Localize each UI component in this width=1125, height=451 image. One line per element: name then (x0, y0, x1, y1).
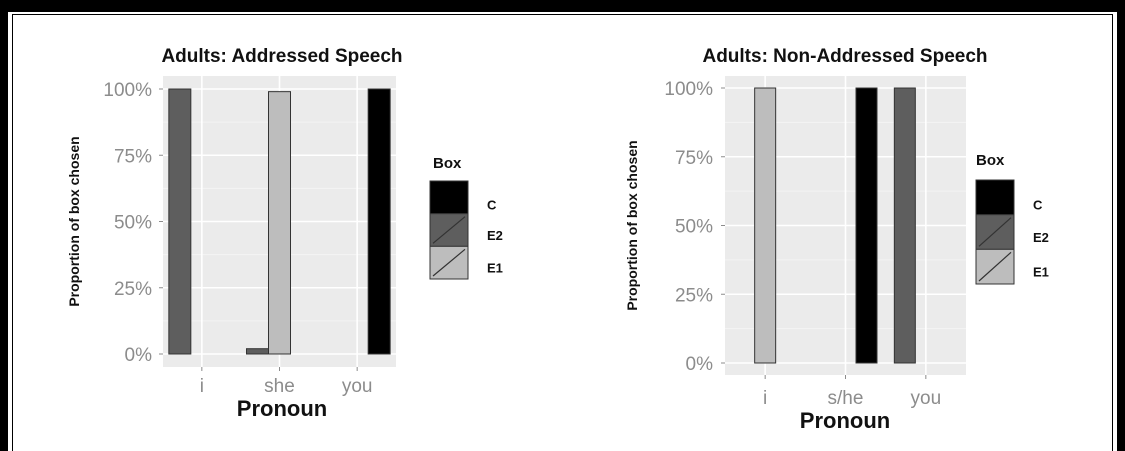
bar-c-2 (855, 87, 878, 364)
x-tick-label: she (264, 376, 295, 397)
x-tick-label: you (911, 388, 942, 409)
bar-e2-1 (168, 88, 192, 355)
legend-key-slash (978, 217, 1012, 247)
y-tick-label: 50% (114, 213, 152, 234)
y-tick-label: 75% (675, 148, 713, 169)
x-axis-label: Pronoun (237, 396, 327, 421)
y-tick-label: 100% (664, 79, 713, 100)
y-tick-label: 100% (103, 80, 152, 101)
y-tick-label: 75% (114, 146, 152, 167)
chart-title: Adults: Addressed Speech (161, 46, 402, 67)
legend-label-e1: E1 (487, 261, 503, 276)
legend-key-c (429, 180, 469, 215)
bar-e2-2 (246, 348, 269, 355)
legend-title: Box (433, 155, 462, 172)
figure-inner-border (12, 14, 1113, 451)
y-tick-label: 50% (675, 217, 713, 238)
legend-key-slash (432, 248, 466, 277)
x-tick-label: i (763, 388, 767, 409)
legend-title: Box (976, 152, 1005, 169)
legend-key-c (975, 179, 1015, 216)
legend-label-e1: E1 (1033, 265, 1049, 280)
y-axis-label: Proportion of box chosen (66, 136, 82, 306)
bar-e2-3 (893, 87, 916, 364)
bar-e1-2 (268, 91, 291, 355)
chart-title: Adults: Non-Addressed Speech (702, 46, 987, 67)
legend: Box C E2 E1 (429, 155, 503, 280)
y-tick-label: 25% (114, 279, 152, 300)
y-tick-label: 0% (125, 345, 153, 366)
legend-label-e2: E2 (487, 228, 503, 243)
y-axis-label: Proportion of box chosen (624, 140, 640, 310)
legend-label-c: C (1033, 197, 1043, 212)
y-tick-label: 25% (675, 285, 713, 306)
chart-panel-2: Adults: Non-Addressed Speech 0% 25% 50% 75% 1… (624, 46, 1049, 433)
legend-key-slash (432, 216, 466, 244)
legend-key-slash (978, 251, 1012, 282)
y-tick-label: 0% (686, 354, 714, 375)
x-axis-label: Pronoun (800, 408, 890, 433)
x-tick-label: you (342, 376, 373, 397)
legend: Box C E2 E1 (975, 152, 1049, 285)
bar-c-3 (367, 88, 391, 355)
x-tick-label: s/he (828, 388, 864, 409)
x-tick-label: i (200, 376, 204, 397)
legend-label-e2: E2 (1033, 230, 1049, 245)
legend-label-c: C (487, 197, 497, 212)
bar-e1-1 (754, 87, 777, 364)
chart-panel-1: Adults: Addressed Speech 0% 25% 50% 75% 100% i… (66, 46, 503, 421)
